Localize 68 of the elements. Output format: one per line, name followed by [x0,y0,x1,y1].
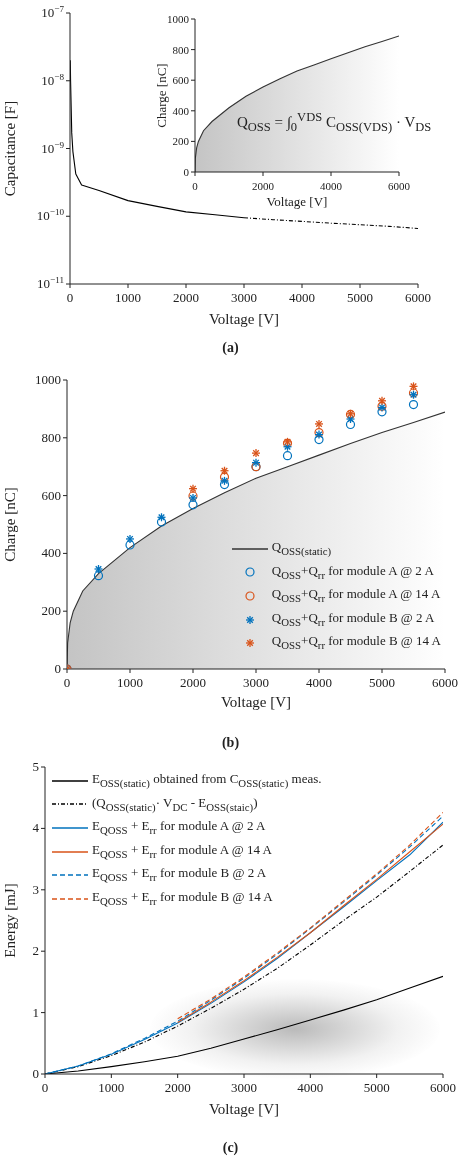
x-tick-label: 0 [192,180,199,192]
x-tick-label: 6000 [432,675,458,690]
x-tick-label: 1000 [98,1080,125,1095]
y-tick-label: 800 [172,43,190,56]
y-tick-label: 5 [32,759,39,774]
y-tick-label: 800 [41,429,61,445]
x-axis-title: Voltage [V] [208,1101,280,1117]
legend-label: E$_{QOSS}$ + E$_{rr}$ for module A @ 14 A [92,840,272,862]
legend-label: Q$_{OSS}$+Q$_{rr}$ for module B @ 2 A [271,608,435,630]
y-tick-label: 600 [172,74,190,87]
legend-label: E$_{QOSS}$ + E$_{rr}$ for module B @ 2 A [92,864,267,885]
legend-label: E$_{QOSS}$ + E$_{rr}$ for module B @ 14 A [92,887,273,909]
x-tick-label: 5000 [369,675,395,690]
y-tick-label: 10$^{−9}$ [41,139,65,156]
legend-label: Q$_{OSS}$+Q$_{rr}$ for module A @ 14 A [271,585,441,606]
text: (a) [221,340,240,356]
y-tick-label: 10$^{−10}$ [36,207,65,224]
text: Q$_{OSS}$ = ∫$_{0}$$^{VDS}$ C$_{OSS(VDS)}$ · V$_{DS}$ [237,110,432,134]
x-tick-label: 4000 [289,290,315,305]
x-tick-label: 4000 [297,1080,324,1095]
y-tick-label: 1000 [35,372,61,387]
y-tick-label: 200 [41,603,61,619]
y-tick-label: 600 [41,487,61,503]
y-tick-label: 0 [54,661,61,676]
text: (b) [220,735,241,751]
y-axis-title: Charge [nC] [153,63,169,128]
x-tick-label: 5000 [347,290,373,305]
legend-label: Q$_{OSS}$+Q$_{rr}$ for module A @ 2 A [271,561,434,583]
y-tick-label: 0 [32,1066,39,1081]
x-axis-title: Voltage [V] [220,694,292,710]
x-tick-label: 6000 [388,180,411,192]
y-axis-title: Capacitance [F] [2,100,18,197]
x-tick-label: 3000 [231,290,257,305]
legend-label: (Q$_{OSS(static)}$· V$_{DC}$ - E$_{OSS(staic)}$) [92,793,258,815]
y-tick-label: 400 [41,545,61,561]
x-tick-label: 4000 [320,180,343,192]
x-axis-title: Voltage [V] [208,311,280,327]
x-tick-label: 4000 [306,675,332,690]
y-tick-label: 4 [32,820,40,836]
y-tick-label: 400 [172,104,190,117]
y-axis-title: Energy [mJ] [2,883,18,958]
legend-label: E$_{QOSS}$ + E$_{rr}$ for module A @ 2 A [92,817,266,838]
y-axis-title: Charge [nC] [2,487,18,562]
x-tick-label: 6000 [430,1080,456,1095]
y-tick-label: 10$^{−11}$ [37,275,64,291]
y-tick-label: 10$^{−7}$ [41,4,65,20]
y-tick-label: 10$^{−8}$ [41,71,65,88]
x-axis-title: Voltage [V] [266,194,328,209]
y-tick-label: 0 [183,166,190,178]
x-tick-label: 6000 [405,290,431,305]
x-tick-label: 3000 [231,1080,257,1095]
x-tick-label: 2000 [164,1080,191,1095]
text: (c) [221,1140,240,1156]
x-tick-label: 1000 [115,290,141,305]
y-tick-label: 1 [32,1004,39,1020]
y-tick-label: 2 [32,943,39,959]
y-tick-label: 1000 [167,13,190,25]
legend-label: E$_{OSS(static)}$ obtained from C$_{OSS(static)}$ meas. [92,770,322,791]
y-tick-label: 3 [32,881,39,897]
x-tick-label: 1000 [117,675,143,690]
x-tick-label: 3000 [243,675,269,690]
x-tick-label: 5000 [363,1080,390,1095]
y-tick-label: 200 [172,135,190,148]
x-tick-label: 2000 [173,290,199,305]
x-tick-label: 2000 [180,675,206,690]
legend-label: Q$_{OSS}$+Q$_{rr}$ for module B @ 14 A [271,632,441,653]
legend-label: Q$_{OSS(static)}$ [271,538,332,559]
x-tick-label: 2000 [252,180,275,192]
